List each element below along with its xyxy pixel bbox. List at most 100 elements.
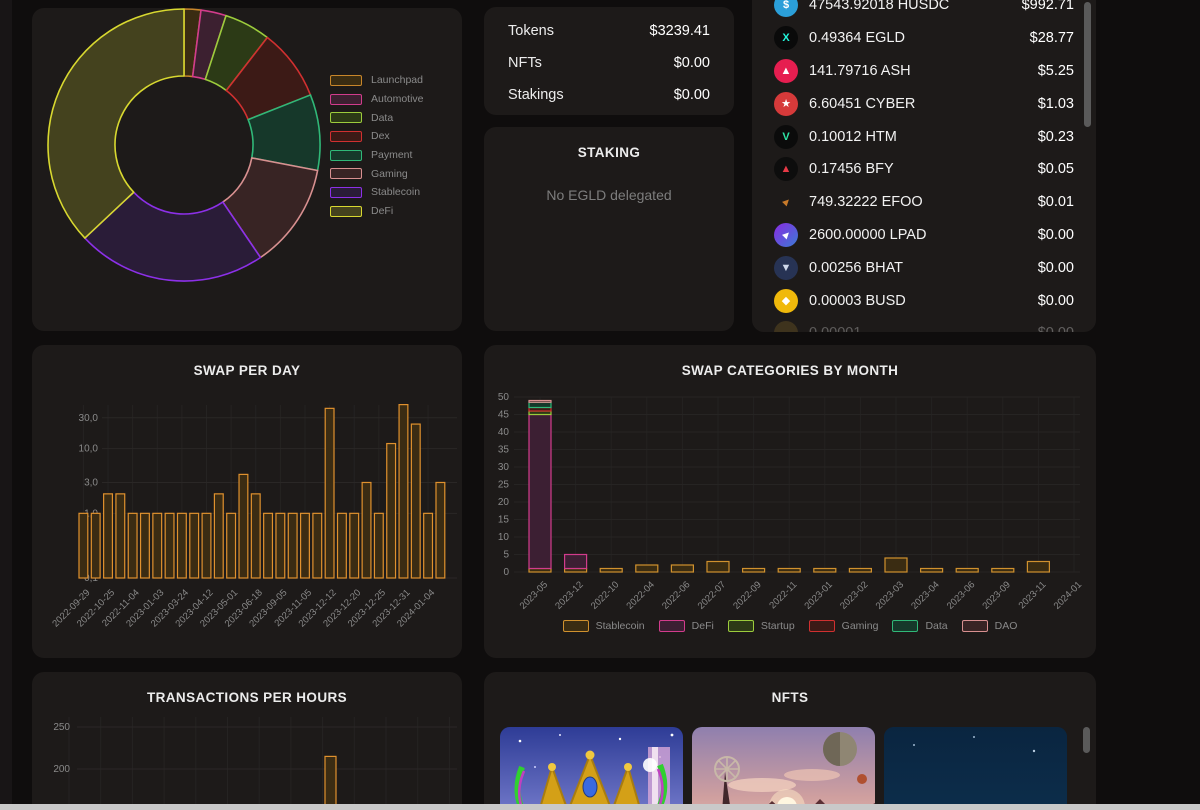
swap-per-day-chart: 30,010,03,01,00,12022-09-292022-10-25202…: [50, 404, 457, 629]
token-row[interactable]: 0.00001 …$0.00: [774, 317, 1074, 332]
staking-empty-message: No EGLD delegated: [546, 187, 672, 203]
window-bottom-scrollbar[interactable]: [0, 804, 1200, 810]
token-row[interactable]: $47543.92018 HUSDC $992.71: [774, 0, 1074, 22]
svg-text:2023-11: 2023-11: [1017, 579, 1049, 611]
svg-text:2023-02: 2023-02: [838, 579, 870, 611]
token-row[interactable]: X 0.49364 EGLD $28.77: [774, 22, 1074, 55]
efoo-rocket-token-icon: ▲: [777, 194, 795, 211]
legend-item-dao[interactable]: DAO: [961, 617, 1017, 636]
token-amount-label: 749.32222 EFOO: [809, 194, 923, 211]
svg-text:2022-04: 2022-04: [624, 579, 656, 611]
transactions-per-hours-chart: 250 200: [53, 717, 457, 810]
categories-donut-chart: [47, 8, 321, 282]
staking-panel: STAKING No EGLD delegated: [484, 127, 734, 331]
token-amount-label: 141.79716 ASH: [809, 62, 911, 79]
token-usd-value: $0.23: [1037, 128, 1074, 145]
legend-swatch: [658, 620, 685, 633]
transactions-title: TRANSACTIONS PER HOURS: [146, 690, 348, 705]
legend-swatch: [330, 186, 362, 198]
desert-sunset-nft-image[interactable]: [692, 727, 875, 810]
svg-text:2022-09: 2022-09: [731, 579, 763, 611]
svg-text:15: 15: [498, 515, 510, 526]
legend-item-startup[interactable]: Startup: [727, 617, 795, 636]
legend-item-data[interactable]: Data: [892, 617, 948, 636]
token-row[interactable]: ▲ 749.32222 EFOO $0.01: [774, 186, 1074, 219]
token-row[interactable]: ★ 6.60451 CYBER $1.03: [774, 87, 1074, 120]
token-row[interactable]: ▲ 141.79716 ASH $5.25: [774, 55, 1074, 88]
legend-item-payment[interactable]: Payment: [330, 146, 424, 165]
svg-text:25: 25: [498, 480, 510, 491]
token-amount-label: 2600.00000 LPAD: [809, 226, 927, 243]
legend-item-gaming[interactable]: Gaming: [808, 617, 878, 636]
lpad-rocket-token-icon: ▲: [774, 222, 798, 247]
night-scene-nft-image[interactable]: [884, 727, 1067, 810]
bhat-token-icon: ▼: [774, 255, 798, 280]
svg-text:5: 5: [503, 550, 509, 561]
legend-item-dex[interactable]: Dex: [330, 127, 424, 146]
egld-token-icon: X: [774, 26, 798, 51]
legend-item-stablecoin[interactable]: Stablecoin: [562, 617, 645, 636]
svg-text:30,0: 30,0: [79, 413, 99, 424]
legend-item-stablecoin[interactable]: Stablecoin: [330, 183, 424, 202]
token-amount-label: 0.00256 BHAT: [809, 259, 904, 276]
legend-item-defi[interactable]: DeFi: [330, 202, 424, 221]
legend-swatch: [562, 620, 589, 633]
nfts-panel: NFTS: [484, 672, 1096, 810]
bfy-flame-token-icon: ▲: [774, 157, 798, 182]
svg-text:0: 0: [503, 567, 509, 578]
legend-item-gaming[interactable]: Gaming: [330, 164, 424, 183]
token-amount-label: 0.10012 HTM: [809, 128, 897, 145]
svg-text:50: 50: [498, 392, 510, 403]
legend-swatch: [330, 112, 362, 124]
legend-label: Startup: [760, 620, 795, 633]
legend-label: DeFi: [371, 205, 394, 218]
token-row[interactable]: ▼ 0.00256 BHAT $0.00: [774, 251, 1074, 284]
svg-text:35: 35: [498, 445, 510, 456]
svg-text:10: 10: [498, 532, 510, 543]
swap-categories-legend: Stablecoin DeFi Startup Gaming Data DAO: [484, 617, 1096, 636]
token-usd-value: $0.00: [1037, 226, 1074, 243]
swap-categories-title: SWAP CATEGORIES BY MONTH: [681, 363, 899, 378]
legend-swatch: [892, 620, 919, 633]
nfts-title: NFTS: [771, 690, 809, 705]
summary-row-stakings: Stakings $0.00: [508, 87, 710, 103]
token-amount-label: 0.17456 BFY: [809, 161, 894, 178]
svg-text:2023-03: 2023-03: [874, 579, 906, 611]
token-row[interactable]: ◆ 0.00003 BUSD $0.00: [774, 284, 1074, 317]
token-row[interactable]: V 0.10012 HTM $0.23: [774, 120, 1074, 153]
legend-label: Stablecoin: [595, 620, 645, 633]
legend-label: Data: [371, 111, 394, 124]
legend-swatch: [961, 620, 988, 633]
svg-text:200: 200: [53, 764, 70, 775]
legend-item-automotive[interactable]: Automotive: [330, 90, 424, 109]
swap-per-day-title: SWAP PER DAY: [193, 363, 301, 378]
legend-swatch: [727, 620, 754, 633]
token-usd-value: $28.77: [1029, 30, 1074, 47]
nft-card-row: [500, 727, 1067, 810]
token-usd-value: $0.01: [1037, 194, 1074, 211]
token-amount-label: 47543.92018 HUSDC: [809, 0, 950, 14]
nfts-scrollbar-thumb[interactable]: [1083, 727, 1090, 753]
legend-label: Stablecoin: [371, 186, 421, 199]
token-row[interactable]: ▲ 0.17456 BFY $0.05: [774, 153, 1074, 186]
svg-text:2022-06: 2022-06: [660, 579, 692, 611]
legend-item-defi[interactable]: DeFi: [658, 617, 714, 636]
legend-item-launchpad[interactable]: Launchpad: [330, 71, 424, 90]
token-list: $47543.92018 HUSDC $992.71 X 0.49364 EGLD $2…: [752, 0, 1096, 332]
svg-text:2023-04: 2023-04: [909, 579, 941, 611]
tokens-scrollbar-thumb[interactable]: [1084, 2, 1091, 127]
token-usd-value: $5.25: [1037, 62, 1074, 79]
donut-legend: Launchpad Automotive Data Dex Payment Gaming S…: [330, 71, 424, 221]
token-usd-value: $0.00: [1037, 259, 1074, 276]
token-row[interactable]: ▲ 2600.00000 LPAD $0.00: [774, 219, 1074, 252]
svg-text:2023-12: 2023-12: [553, 579, 585, 611]
staking-panel-title: STAKING: [577, 145, 641, 160]
legend-label: Launchpad: [371, 74, 423, 87]
summary-row-nfts: NFTs $0.00: [508, 55, 710, 71]
cut-token-icon: [774, 321, 798, 332]
svg-text:10,0: 10,0: [79, 444, 99, 455]
legend-swatch: [330, 149, 362, 161]
alien-king-nft-image[interactable]: [500, 727, 683, 810]
legend-item-data[interactable]: Data: [330, 108, 424, 127]
